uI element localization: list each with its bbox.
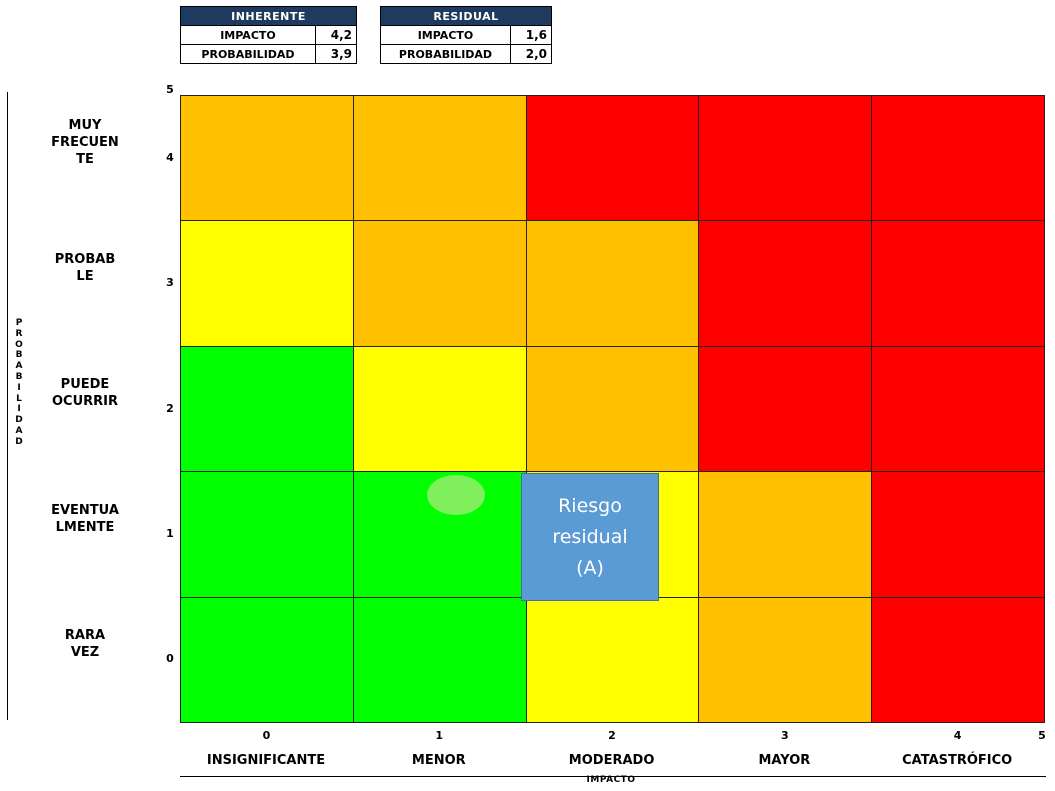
inherent-probability-label: PROBABILIDAD <box>180 44 316 64</box>
residual-impact-label: IMPACTO <box>380 25 511 45</box>
matrix-cell-r1-c1 <box>352 220 527 347</box>
matrix-cell-r3-c4 <box>871 471 1045 598</box>
residual-impact-value: 1,6 <box>510 25 552 45</box>
x-tick-label: 5 <box>1038 729 1046 742</box>
residual-risk-box: Riesgo residual (A) <box>521 473 659 602</box>
residual-probability-value: 2,0 <box>510 44 552 64</box>
matrix-cell-r1-c3 <box>698 220 873 347</box>
column-label: INSIGNIFICANTE <box>206 753 326 768</box>
y-axis-line <box>7 92 8 720</box>
matrix-cell-r0-c1 <box>352 95 527 222</box>
matrix-cell-r2-c3 <box>698 345 873 473</box>
residual-header: RESIDUAL <box>380 6 552 26</box>
matrix-cell-r4-c0 <box>180 596 354 723</box>
matrix-cell-r1-c4 <box>871 220 1045 347</box>
y-tick-label: 3 <box>166 276 174 290</box>
inherent-probability-value: 3,9 <box>315 44 357 64</box>
risk-matrix <box>180 95 1045 723</box>
matrix-cell-r2-c1 <box>352 345 527 473</box>
column-label: MENOR <box>411 753 466 768</box>
y-tick-label: 0 <box>166 652 174 666</box>
y-tick-label: 5 <box>166 83 174 96</box>
residual-probability-label: PROBABILIDAD <box>380 44 511 64</box>
matrix-cell-r2-c4 <box>871 345 1045 473</box>
x-tick-label: 0 <box>262 729 271 742</box>
matrix-cell-r0-c2 <box>525 95 700 222</box>
y-tick-label: 2 <box>166 401 174 415</box>
x-tick-label: 1 <box>435 729 444 742</box>
x-tick-label: 2 <box>608 729 616 742</box>
x-axis-title: IMPACTO <box>586 775 636 785</box>
y-tick-label: 4 <box>166 150 174 164</box>
risk-position-marker <box>427 475 486 516</box>
column-label: CATASTRÓFICO <box>902 753 1013 768</box>
x-tick-label: 4 <box>953 729 962 742</box>
inherent-score-table: INHERENTE IMPACTO 4,2 PROBABILIDAD 3,9 <box>180 6 357 64</box>
matrix-cell-r1-c2 <box>525 220 700 347</box>
row-label: RARA VEZ <box>64 628 106 661</box>
row-label: PUEDE OCURRIR <box>51 377 118 410</box>
column-label: MAYOR <box>758 753 811 768</box>
inherent-impact-value: 4,2 <box>315 25 357 45</box>
row-label: PROBAB LE <box>54 252 116 285</box>
x-tick-label: 3 <box>780 729 789 742</box>
matrix-cell-r0-c3 <box>698 95 873 222</box>
x-axis-line <box>180 776 1046 777</box>
matrix-cell-r2-c2 <box>525 345 700 473</box>
matrix-cell-r0-c4 <box>871 95 1045 222</box>
matrix-cell-r4-c3 <box>698 596 873 723</box>
y-tick-label: 1 <box>166 526 174 540</box>
matrix-cell-r1-c0 <box>180 220 354 347</box>
row-label: MUY FRECUEN TE <box>51 118 119 168</box>
inherent-impact-label: IMPACTO <box>180 25 316 45</box>
row-label: EVENTUA LMENTE <box>51 502 119 535</box>
matrix-cell-r4-c1 <box>352 596 527 723</box>
matrix-cell-r0-c0 <box>180 95 354 222</box>
matrix-cell-r4-c2 <box>525 596 700 723</box>
matrix-cell-r3-c0 <box>180 471 354 598</box>
matrix-cell-r2-c0 <box>180 345 354 473</box>
matrix-cell-r3-c3 <box>698 471 873 598</box>
column-label: MODERADO <box>568 753 655 768</box>
residual-score-table: RESIDUAL IMPACTO 1,6 PROBABILIDAD 2,0 <box>380 6 552 64</box>
inherent-header: INHERENTE <box>180 6 357 26</box>
matrix-cell-r4-c4 <box>871 596 1045 723</box>
